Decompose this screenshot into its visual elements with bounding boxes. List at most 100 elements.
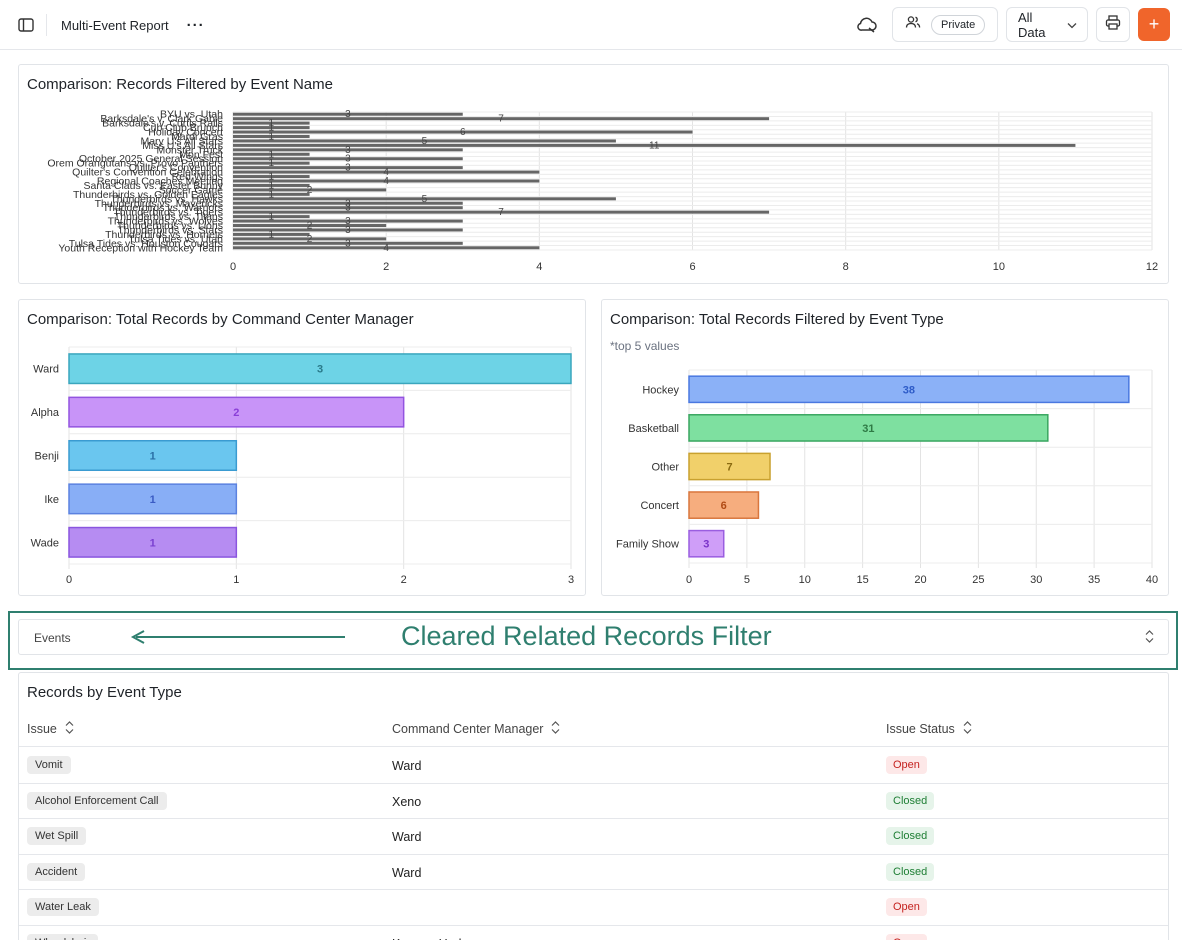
- data-label: 1: [269, 118, 275, 129]
- bar: [233, 166, 463, 170]
- data-label: 6: [460, 127, 466, 138]
- bar: [233, 143, 1076, 147]
- data-label: 2: [307, 185, 313, 196]
- bar: [233, 112, 463, 116]
- data-label: 3: [345, 109, 351, 120]
- bar: [233, 175, 310, 179]
- chevron-up-down-icon[interactable]: [1145, 630, 1154, 648]
- event-type-chart-card: Comparison: Total Records Filtered by Ev…: [601, 299, 1169, 596]
- x-tick-label: 1: [233, 574, 239, 586]
- top-bar: Multi-Event Report ··· Private All Data …: [0, 0, 1182, 50]
- manager-cell: Ward: [392, 865, 422, 880]
- y-tick-label: Regional Coaches Meeting: [97, 176, 223, 188]
- chevron-down-icon: [1067, 17, 1077, 32]
- x-tick-label: 12: [1146, 261, 1158, 273]
- y-tick-label: Quilter's Convention: [129, 162, 223, 174]
- table-row[interactable]: Wheelchair Keenan Hodges Open: [19, 926, 1168, 940]
- issue-tag[interactable]: Wheelchair: [27, 933, 99, 940]
- column-header-status[interactable]: Issue Status: [886, 721, 972, 737]
- issue-tag[interactable]: Alcohol Enforcement Call: [27, 791, 167, 810]
- more-options-icon[interactable]: ···: [186, 16, 205, 34]
- data-label: 3: [345, 198, 351, 209]
- data-label: 3: [345, 238, 351, 249]
- bar: [233, 192, 310, 196]
- table-row[interactable]: Accident Ward Closed: [19, 855, 1168, 890]
- annotation-highlight-box: [8, 611, 1178, 670]
- y-tick-label: October 2025 General Session: [79, 153, 223, 165]
- bar: [68, 526, 238, 558]
- bar: [233, 134, 310, 138]
- manager-cell: Keenan Hodges: [392, 937, 482, 940]
- x-tick-label: 5: [744, 574, 750, 586]
- data-label: 3: [317, 364, 323, 376]
- table-row[interactable]: Water Leak Open: [19, 890, 1168, 926]
- sort-icon[interactable]: [65, 721, 74, 737]
- y-tick-label: Basketball: [628, 423, 679, 435]
- column-header-issue[interactable]: Issue: [27, 721, 74, 737]
- y-tick-label: Mon Fest: [179, 149, 223, 161]
- records-table-card: Records by Event Type Issue Command Cent…: [18, 672, 1169, 940]
- x-tick-label: 35: [1088, 574, 1100, 586]
- column-header-manager[interactable]: Command Center Manager: [392, 721, 560, 737]
- bar: [233, 237, 387, 241]
- bar: [233, 179, 540, 183]
- events-filter-label: Events: [34, 631, 71, 645]
- issue-tag[interactable]: Vomit: [27, 756, 71, 774]
- issue-tag[interactable]: Water Leak: [27, 898, 99, 916]
- y-tick-label: Holiday Concert: [148, 127, 223, 139]
- issue-tag[interactable]: Wet Spill: [27, 827, 87, 845]
- bar: [233, 152, 310, 156]
- y-tick-label: Other: [651, 462, 679, 474]
- data-label: 5: [422, 136, 428, 147]
- status-badge: Open: [886, 898, 927, 916]
- issue-tag[interactable]: Accident: [27, 862, 86, 881]
- data-label: 1: [269, 229, 275, 240]
- status-badge: Closed: [886, 862, 935, 881]
- data-label: 1: [269, 189, 275, 200]
- event-type-chart-title: Comparison: Total Records Filtered by Ev…: [610, 311, 944, 328]
- sort-icon[interactable]: [963, 721, 972, 737]
- data-label: 7: [726, 462, 732, 474]
- x-tick-label: 40: [1146, 574, 1158, 586]
- data-label: 11: [649, 140, 660, 151]
- x-tick-label: 0: [66, 574, 72, 586]
- data-label: 3: [345, 216, 351, 227]
- y-tick-label: Mardi Gras: [171, 131, 223, 143]
- x-tick-label: 2: [401, 574, 407, 586]
- bar: [233, 188, 387, 192]
- bar: [68, 483, 238, 515]
- data-label: 1: [269, 158, 275, 169]
- bar: [233, 170, 540, 174]
- data-label: 7: [498, 207, 504, 218]
- data-label: 1: [150, 494, 156, 506]
- y-tick-label: Thunderbirds vs. Wolves: [108, 216, 223, 228]
- table-row[interactable]: Wet Spill Ward Closed: [19, 819, 1168, 855]
- y-tick-label: Alpha: [31, 407, 60, 419]
- bar: [688, 452, 771, 481]
- y-tick-label: Thunderbirds vs. Warriors: [103, 202, 223, 214]
- data-label: 1: [150, 537, 156, 549]
- print-button[interactable]: [1096, 7, 1130, 42]
- bar: [233, 206, 463, 210]
- share-button[interactable]: Private: [892, 7, 998, 42]
- sidebar-toggle-icon[interactable]: [14, 13, 38, 37]
- y-tick-label: Wade: [31, 537, 59, 549]
- data-label: 7: [498, 114, 504, 125]
- y-tick-label: Orem Orangutans vs. Provo Panthers: [47, 158, 223, 170]
- bar: [233, 139, 616, 143]
- cloud-sync-icon[interactable]: [850, 8, 884, 42]
- y-tick-label: Concert: [640, 500, 679, 512]
- data-scope-dropdown[interactable]: All Data: [1006, 7, 1088, 42]
- data-label: 3: [345, 203, 351, 214]
- sort-icon[interactable]: [551, 721, 560, 737]
- x-tick-label: 8: [843, 261, 849, 273]
- table-row[interactable]: Vomit Ward Open: [19, 748, 1168, 784]
- table-row[interactable]: Alcohol Enforcement Call Xeno Closed: [19, 784, 1168, 819]
- y-tick-label: Thunderbirds vs. Hawks: [110, 193, 223, 205]
- bar: [688, 375, 1130, 404]
- y-tick-label: Quilter's Convention Celebration: [72, 167, 223, 179]
- event-name-chart-card: Comparison: Records Filtered by Event Na…: [18, 64, 1169, 284]
- add-button[interactable]: +: [1138, 8, 1170, 41]
- data-label: 3: [345, 145, 351, 156]
- manager-chart-title: Comparison: Total Records by Command Cen…: [27, 311, 414, 328]
